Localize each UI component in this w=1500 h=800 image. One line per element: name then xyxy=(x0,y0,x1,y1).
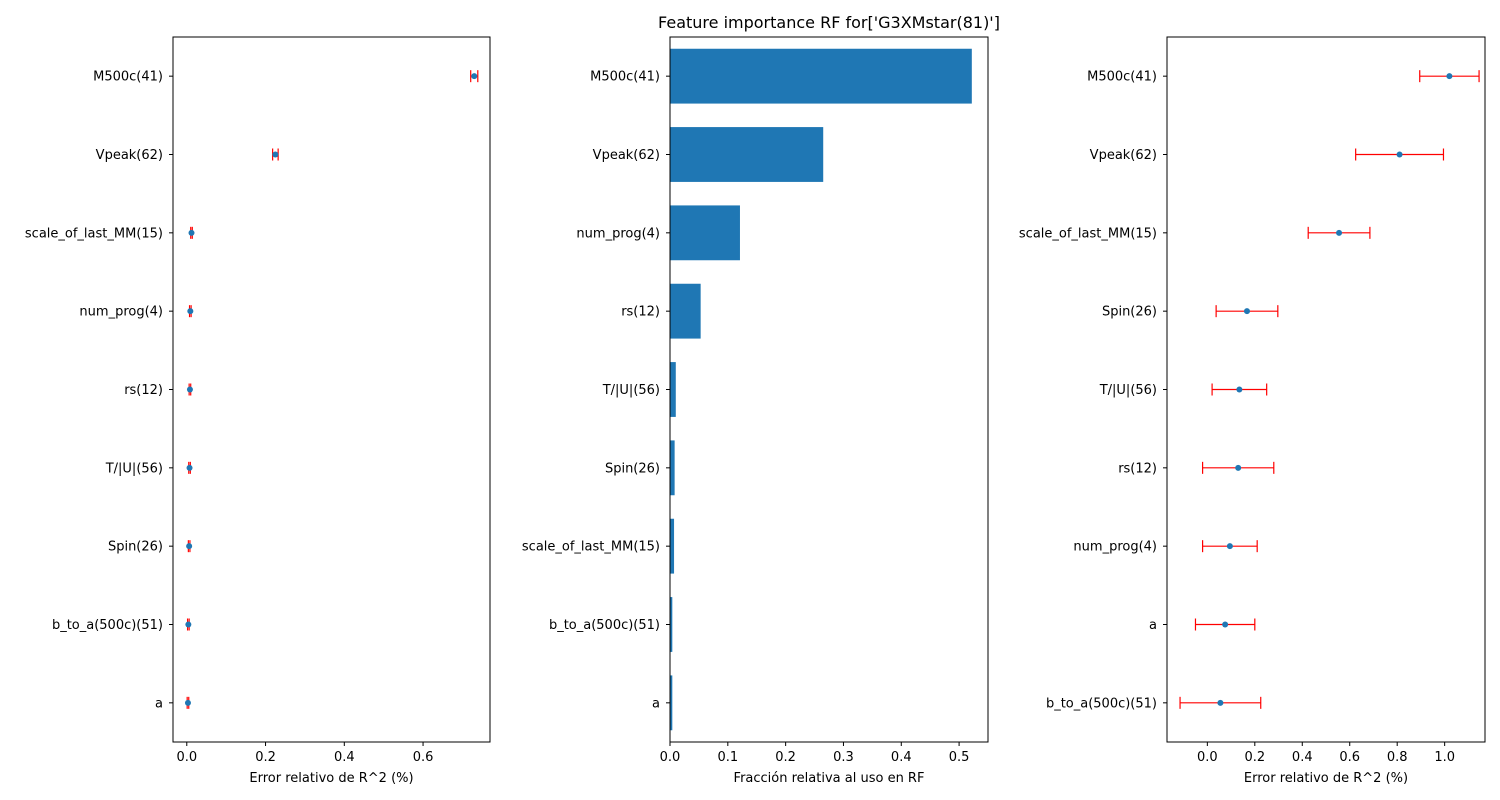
bar-6 xyxy=(670,440,675,496)
y-tick-label-4: num_prog(4) xyxy=(79,305,163,320)
axes-frame xyxy=(172,36,491,743)
y-tick-label-3: scale_of_last_MM(15) xyxy=(1019,226,1157,241)
x-tick-label-2: 0.2 xyxy=(255,750,276,765)
x-tick-label-1: 0.0 xyxy=(1197,750,1218,765)
y-tick-label-4: Spin(26) xyxy=(1102,305,1157,320)
x-tick-label-2: 0.1 xyxy=(717,750,738,765)
chart-title: Feature importance RF for['G3XMstar(81)'… xyxy=(658,13,1000,32)
panel-1: M500c(41) Vpeak(62) scale_of_last_MM(15)nu… xyxy=(25,36,491,786)
data-point-9 xyxy=(184,699,191,706)
bar-9 xyxy=(670,675,673,731)
y-tick-label-7: num_prog(4) xyxy=(1073,540,1157,555)
y-tick-label-6: T/|U|(56) xyxy=(105,461,163,476)
y-tick-label-1: M500c(41) xyxy=(93,70,163,85)
x-tick-label-2: 0.2 xyxy=(1244,750,1265,765)
x-tick-label-4: 0.3 xyxy=(833,750,854,765)
bar-1 xyxy=(670,48,972,104)
bar-2 xyxy=(670,127,824,182)
data-point-4 xyxy=(187,308,194,315)
x-axis-label: Error relativo de R^2 (%) xyxy=(249,771,413,786)
y-tick-label-4: rs(12) xyxy=(621,305,660,320)
y-tick-label-9: a xyxy=(155,696,163,711)
bar-8 xyxy=(670,597,673,652)
data-point-5 xyxy=(1236,386,1243,393)
x-axis-label: Fracción relativa al uso en RF xyxy=(734,771,925,786)
y-tick-label-2: Vpeak(62) xyxy=(593,148,660,163)
x-tick-label-4: 0.6 xyxy=(413,750,434,765)
y-tick-label-5: T/|U|(56) xyxy=(602,383,660,398)
data-point-4 xyxy=(1243,308,1250,315)
data-point-2 xyxy=(1396,151,1403,158)
y-tick-label-2: Vpeak(62) xyxy=(96,148,163,163)
data-point-7 xyxy=(1226,543,1233,550)
y-tick-label-1: M500c(41) xyxy=(1087,70,1157,85)
data-point-6 xyxy=(186,464,193,471)
data-point-8 xyxy=(1222,621,1229,628)
x-tick-label-1: 0.0 xyxy=(660,750,681,765)
y-tick-label-5: T/|U|(56) xyxy=(1099,383,1157,398)
data-point-8 xyxy=(185,621,192,628)
x-tick-label-3: 0.2 xyxy=(775,750,796,765)
y-tick-label-1: M500c(41) xyxy=(590,70,660,85)
x-tick-label-5: 0.4 xyxy=(891,750,912,765)
y-tick-label-8: b_to_a(500c)(51) xyxy=(549,618,660,633)
bar-7 xyxy=(670,518,675,574)
data-point-7 xyxy=(186,543,193,550)
panel-3: M500c(41) Vpeak(62) scale_of_last_MM(15) Sp… xyxy=(1019,36,1486,786)
bar-4 xyxy=(670,283,701,339)
x-tick-label-4: 0.6 xyxy=(1339,750,1360,765)
bar-3 xyxy=(670,205,740,261)
panel-2: M500c(41) Vpeak(62) num_prog(4) rs(12) T/|U|… xyxy=(522,36,989,786)
data-point-6 xyxy=(1235,464,1242,471)
x-tick-label-6: 1.0 xyxy=(1434,750,1455,765)
y-tick-label-5: rs(12) xyxy=(124,383,163,398)
x-tick-label-5: 0.8 xyxy=(1387,750,1408,765)
x-tick-label-6: 0.5 xyxy=(949,750,970,765)
x-tick-label-3: 0.4 xyxy=(334,750,355,765)
data-point-9 xyxy=(1217,699,1224,706)
data-point-1 xyxy=(471,73,478,80)
data-point-5 xyxy=(186,386,193,393)
bar-5 xyxy=(670,362,676,417)
x-axis-label: Error relativo de R^2 (%) xyxy=(1244,771,1408,786)
y-tick-label-8: b_to_a(500c)(51) xyxy=(52,618,163,633)
y-tick-label-3: scale_of_last_MM(15) xyxy=(25,226,163,241)
data-point-1 xyxy=(1446,73,1453,80)
y-tick-label-2: Vpeak(62) xyxy=(1090,148,1157,163)
data-point-2 xyxy=(272,151,279,158)
y-tick-label-9: b_to_a(500c)(51) xyxy=(1046,696,1157,711)
data-point-3 xyxy=(188,229,195,236)
x-tick-label-3: 0.4 xyxy=(1292,750,1313,765)
x-tick-label-1: 0.0 xyxy=(176,750,197,765)
data-point-3 xyxy=(1336,229,1343,236)
y-tick-label-7: Spin(26) xyxy=(108,540,163,555)
y-tick-label-7: scale_of_last_MM(15) xyxy=(522,540,660,555)
y-tick-label-6: rs(12) xyxy=(1118,461,1157,476)
y-tick-label-9: a xyxy=(652,696,660,711)
y-tick-label-6: Spin(26) xyxy=(605,461,660,476)
y-tick-label-3: num_prog(4) xyxy=(576,226,660,241)
y-tick-label-8: a xyxy=(1149,618,1157,633)
